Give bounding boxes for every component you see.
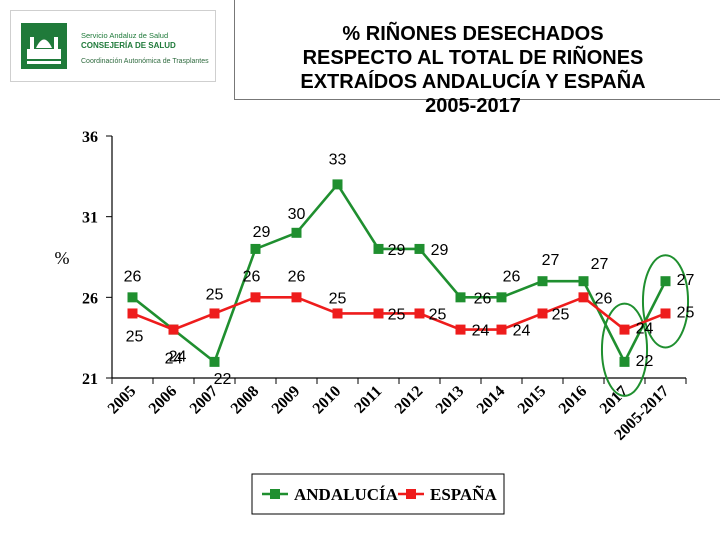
data-label-andalucia: 26 xyxy=(503,268,521,285)
data-label-andalucia: 29 xyxy=(388,242,406,259)
data-label-andalucia: 22 xyxy=(636,353,654,370)
x-tick-label: 2015 xyxy=(515,383,550,418)
series-line-espana xyxy=(132,295,666,332)
chart-title: % RIÑONES DESECHADOS RESPECTO AL TOTAL D… xyxy=(238,22,708,118)
x-tick-label: 2012 xyxy=(392,383,427,418)
data-label-andalucia: 29 xyxy=(253,224,271,241)
point-andalucia xyxy=(209,356,220,367)
data-label-andalucia: 29 xyxy=(431,242,449,259)
point-espana xyxy=(332,308,343,319)
point-andalucia xyxy=(127,292,138,303)
data-label-espana: 26 xyxy=(595,290,613,307)
legend-swatch-marker xyxy=(270,489,280,499)
data-label-espana: 24 xyxy=(472,323,490,340)
logo-panel: Servicio Andaluz de Salud CONSEJERÍA DE … xyxy=(10,10,216,82)
junta-andalucia-emblem-icon xyxy=(21,23,67,69)
y-tick-label: 21 xyxy=(82,371,98,388)
data-label-andalucia: 27 xyxy=(542,252,560,269)
point-andalucia xyxy=(291,227,302,238)
data-label-espana: 24 xyxy=(513,323,531,340)
y-tick-label: 31 xyxy=(82,210,98,227)
point-espana xyxy=(414,308,425,319)
point-espana xyxy=(209,308,220,319)
x-tick-label: 2010 xyxy=(310,383,345,418)
point-espana xyxy=(537,308,548,319)
chart-title-line: RESPECTO AL TOTAL DE RIÑONES xyxy=(302,47,644,69)
point-espana xyxy=(291,292,302,303)
data-label-espana: 25 xyxy=(206,286,224,303)
x-tick-label: 2005 xyxy=(105,383,140,418)
point-espana xyxy=(250,292,261,303)
point-espana xyxy=(127,308,138,319)
data-label-espana: 25 xyxy=(126,328,144,345)
point-espana xyxy=(373,308,384,319)
data-label-espana: 26 xyxy=(288,268,306,285)
x-tick-label: 2016 xyxy=(556,383,591,418)
x-tick-label: 2011 xyxy=(351,383,385,417)
point-andalucia xyxy=(250,243,261,254)
data-label-espana: 25 xyxy=(552,306,570,323)
highlight-ellipse xyxy=(641,254,690,349)
highlight-ellipse xyxy=(600,302,649,397)
point-espana xyxy=(496,324,507,335)
data-label-espana: 26 xyxy=(243,268,261,285)
series-line-andalucia xyxy=(131,182,667,365)
x-tick-label: 2009 xyxy=(269,383,304,418)
x-tick-label: 2006 xyxy=(146,383,181,418)
x-tick-label: 2013 xyxy=(433,383,468,418)
point-espana xyxy=(619,324,630,335)
legend-swatch-marker xyxy=(406,489,416,499)
legend-label-andalucia: ANDALUCÍA xyxy=(294,485,399,504)
logo-text-coordination: Coordinación Autonómica de Trasplantes xyxy=(81,58,209,65)
logo-text-service: Servicio Andaluz de Salud xyxy=(81,31,169,40)
data-label-espana: 25 xyxy=(329,290,347,307)
point-andalucia xyxy=(660,276,671,287)
data-label-andalucia: 30 xyxy=(288,206,306,223)
x-tick-label: 2008 xyxy=(228,383,263,418)
point-espana xyxy=(660,308,671,319)
point-andalucia xyxy=(537,276,548,287)
point-espana xyxy=(578,292,589,303)
point-espana xyxy=(168,324,179,335)
data-label-andalucia: 27 xyxy=(591,256,609,273)
point-andalucia xyxy=(578,276,589,287)
title-frame xyxy=(234,0,720,100)
data-label-espana: 25 xyxy=(429,306,447,323)
data-label-espana: 24 xyxy=(169,349,187,366)
y-tick-label: 26 xyxy=(82,290,98,307)
point-andalucia xyxy=(332,179,343,190)
data-label-andalucia: 22 xyxy=(214,371,232,388)
legend-label-espana: ESPAÑA xyxy=(430,485,497,504)
x-tick-label: 2007 xyxy=(187,383,222,418)
y-tick-label: 36 xyxy=(82,129,98,146)
legend-box xyxy=(251,473,505,515)
data-label-espana: 25 xyxy=(388,306,406,323)
chart-title-line: 2005-2017 xyxy=(425,95,521,117)
point-andalucia xyxy=(414,243,425,254)
data-label-andalucia: 24 xyxy=(165,351,183,368)
chart-title-line: EXTRAÍDOS ANDALUCÍA Y ESPAÑA xyxy=(300,71,646,93)
data-label-andalucia: 26 xyxy=(474,290,492,307)
chart-title-line: % RIÑONES DESECHADOS xyxy=(342,23,604,45)
data-label-andalucia: 27 xyxy=(677,272,695,289)
data-label-andalucia: 26 xyxy=(124,268,142,285)
x-tick-label: 2014 xyxy=(474,383,509,418)
y-axis-label: % xyxy=(55,248,70,268)
point-andalucia xyxy=(373,243,384,254)
x-tick-label: 2017 xyxy=(597,383,632,418)
point-espana xyxy=(455,324,466,335)
point-andalucia xyxy=(455,292,466,303)
data-label-andalucia: 33 xyxy=(329,151,347,168)
data-label-espana: 25 xyxy=(677,304,695,321)
point-andalucia xyxy=(619,356,630,367)
data-label-espana: 24 xyxy=(636,321,654,338)
logo-text-ministry: CONSEJERÍA DE SALUD xyxy=(81,41,176,50)
point-andalucia xyxy=(496,292,507,303)
